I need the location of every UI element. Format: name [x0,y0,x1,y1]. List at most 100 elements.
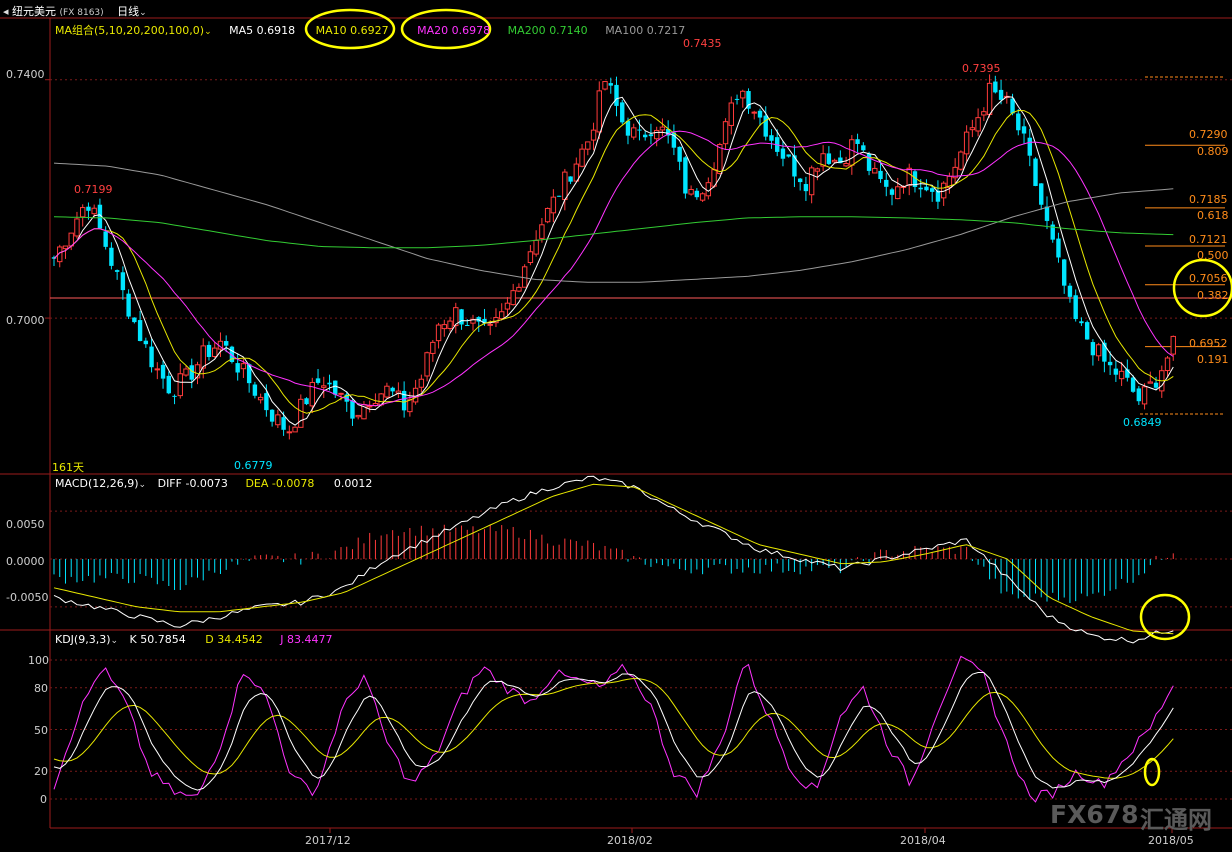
back-arrow-icon[interactable]: ◂ [3,5,9,18]
kdj-label[interactable]: KDJ(9,3,3) [55,633,111,646]
ma-dropdown-icon[interactable]: ⌄ [204,27,212,37]
candle-body [407,399,413,413]
period-label: 日线 [117,5,140,18]
candle-body [235,363,240,373]
candle-body [659,126,666,131]
candle-body [309,381,315,407]
candle-body [637,129,642,131]
candle-body [114,270,120,272]
candle-body [969,127,976,131]
candle-body [298,398,304,428]
candle-body [573,163,580,182]
candle-body [510,290,516,306]
k-legend: K 50.7854 [130,633,186,646]
diff-value: -0.0073 [185,477,228,490]
ma5-legend: MA5 0.6918 [229,24,295,37]
candle-body [1107,361,1113,366]
candle-body [292,426,298,433]
x-label-1: 2018/02 [607,834,653,847]
candle-body [327,382,332,385]
candle-body [200,345,206,369]
candle-body [705,182,712,197]
candle-body [590,129,597,141]
candle-body [1113,368,1119,375]
candle-body [189,365,194,380]
macd-tick-2: -0.0050 [6,591,49,604]
candle-body [728,102,734,126]
candle-body [786,154,791,157]
candle-body [338,392,344,395]
candle-body [550,196,557,214]
candle-body [769,135,774,141]
candle-body [1016,113,1021,131]
macd-dropdown-icon[interactable]: ⌄ [138,480,147,490]
candle-body [1062,259,1067,286]
candle-body [246,364,252,384]
candle-body [998,89,1004,100]
header: ◂ 纽元美元 (FX 8163) 日线⌄ [3,3,147,19]
ma5-value: 0.6918 [256,24,296,37]
ma100-label: MA100 [605,24,644,37]
fib-price-2: 0.7121 [1189,233,1228,246]
candle-body [516,286,522,292]
ma10-value: 0.6927 [350,24,389,37]
candle-body [861,145,866,151]
candle-body [269,409,275,422]
candle-body [608,83,613,86]
candle-body [918,187,923,190]
candle-body [568,176,573,182]
period-selector[interactable]: 日线⌄ [117,5,147,18]
candle-body [792,155,797,177]
ma-legend-label[interactable]: MA组合(5,10,20,200,100,0) [55,24,205,37]
candle-body [435,324,442,342]
macd-label[interactable]: MACD(12,26,9) [55,477,139,490]
candle-body [614,84,619,106]
candle-body [194,364,201,379]
price-tick-0: 0.7400 [6,68,45,81]
candle-body [229,346,235,362]
candle-body [602,81,608,90]
x-label-3: 2018/05 [1148,834,1194,847]
candle-body [642,134,648,138]
candle-body [1125,369,1130,378]
macd-tick-1: 0.0000 [6,555,45,568]
candle-body [183,368,189,376]
candle-body [333,380,338,395]
candle-body [653,129,660,140]
candle-body [648,134,654,137]
candle-body [1102,342,1107,362]
candle-body [459,309,464,325]
kdj-dropdown-icon[interactable]: ⌄ [110,636,119,646]
candle-body [212,347,218,358]
candle-body [722,121,729,145]
j-line [53,655,1174,803]
candle-body [350,400,355,419]
candle-body [109,247,114,266]
fib-price-4: 0.6952 [1189,337,1228,350]
symbol-name: 纽元美元 [12,5,57,18]
x-label-0: 2017/12 [305,834,351,847]
candle-body [366,405,373,408]
candle-body [694,190,700,198]
candle-body [699,193,706,201]
diff-line [53,475,1174,644]
ma-legend: MA组合(5,10,20,200,100,0)⌄ MA5 0.6918 MA10… [55,22,685,38]
ma10-legend: MA10 0.6927 [316,24,389,37]
candle-body [51,257,57,259]
candle-body [866,153,872,171]
candle-body [57,246,63,263]
candle-body [1170,335,1176,355]
candle-body [321,385,327,388]
candle-body [160,364,166,379]
candles [51,74,1176,440]
fib-ratio-2: 0.500 [1197,249,1229,262]
ma100-value: 0.7217 [646,24,686,37]
candle-body [1141,386,1148,405]
candle-body [315,378,321,383]
candle-body [424,352,430,377]
annotation-high-1: 0.7199 [74,183,113,196]
candle-body [814,168,821,172]
candle-body [884,179,889,187]
ma20-legend: MA20 0.6978 [417,24,490,37]
candle-body [665,128,671,136]
